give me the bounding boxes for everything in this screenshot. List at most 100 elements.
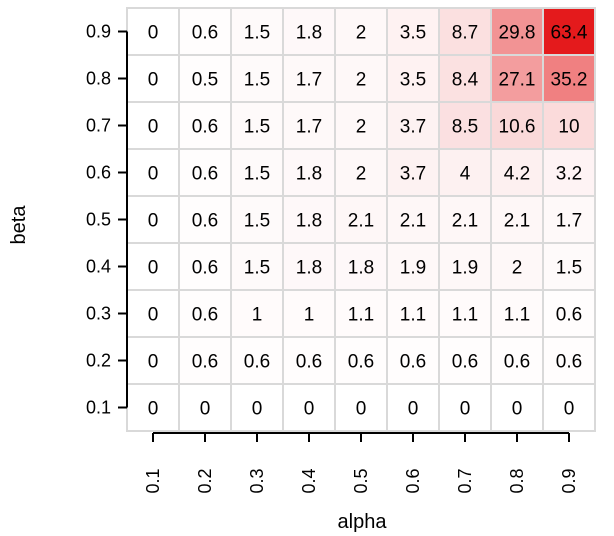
heatmap-cell <box>386 383 440 432</box>
heatmap-cell <box>386 336 440 385</box>
heatmap-cell <box>542 195 596 244</box>
cell-value-label: 3.7 <box>400 117 426 138</box>
y-tick-label: 0.1 <box>86 398 111 418</box>
cell-value-label: 1.1 <box>348 305 374 326</box>
y-tick-label: 0.2 <box>86 351 111 371</box>
cell-value-label: 1.7 <box>296 70 322 91</box>
cell-value-label: 1.8 <box>296 164 322 185</box>
heatmap-cell <box>542 336 596 385</box>
cell-value-label: 2 <box>356 23 367 44</box>
cell-value-label: 2.1 <box>452 211 478 232</box>
cell-value-label: 0 <box>148 70 159 91</box>
heatmap-cell <box>178 101 232 150</box>
heatmap-cell <box>334 242 388 291</box>
cell-value-label: 1.5 <box>556 258 582 279</box>
cell-value-label: 1.5 <box>244 117 270 138</box>
cell-value-label: 0 <box>148 211 159 232</box>
heatmap-cells: 0 0.6 1.5 1.8 2 3.5 8.7 29.8 63.4 0 0.5 1.5 1.7 2 3.5 8… <box>126 7 596 432</box>
cell-value-label: 0.6 <box>192 211 218 232</box>
cell-value-label: 0.6 <box>296 352 322 373</box>
y-tick-label: 0.9 <box>86 22 111 42</box>
cell-value-label: 2.1 <box>400 211 426 232</box>
cell-value-label: 0 <box>408 399 419 420</box>
cell-value-label: 0.6 <box>348 352 374 373</box>
cell-value-label: 1 <box>304 305 315 326</box>
y-tick-label: 0.6 <box>86 163 111 183</box>
cell-value-label: 63.4 <box>551 23 588 44</box>
cell-value-label: 2 <box>356 164 367 185</box>
x-axis-title: alpha <box>338 511 388 533</box>
cell-value-label: 0 <box>148 305 159 326</box>
x-tick-label: 0.8 <box>507 468 527 493</box>
cell-value-label: 0.6 <box>400 352 426 373</box>
cell-value-label: 3.2 <box>556 164 582 185</box>
cell-value-label: 27.1 <box>499 70 536 91</box>
cell-value-label: 0 <box>512 399 523 420</box>
heatmap-cell <box>126 242 180 291</box>
cell-value-label: 1.9 <box>400 258 426 279</box>
cell-value-label: 1.9 <box>452 258 478 279</box>
x-tick-label: 0.3 <box>247 468 267 493</box>
heatmap-cell <box>126 101 180 150</box>
cell-value-label: 35.2 <box>551 70 588 91</box>
x-tick-label: 0.4 <box>299 468 319 493</box>
cell-value-label: 0 <box>356 399 367 420</box>
cell-value-label: 4.2 <box>504 164 530 185</box>
y-axis-title: beta <box>8 205 30 245</box>
cell-value-label: 0.6 <box>556 305 582 326</box>
cell-value-label: 29.8 <box>499 23 536 44</box>
cell-value-label: 1 <box>252 305 263 326</box>
heatmap-cell <box>490 7 544 56</box>
heatmap-cell <box>282 148 336 197</box>
cell-value-label: 0.6 <box>192 164 218 185</box>
heatmap-cell <box>334 336 388 385</box>
y-tick-label: 0.8 <box>86 69 111 89</box>
cell-value-label: 0 <box>252 399 263 420</box>
cell-value-label: 1.7 <box>296 117 322 138</box>
heatmap-cell <box>126 195 180 244</box>
heatmap-cell <box>282 336 336 385</box>
cell-value-label: 1.1 <box>452 305 478 326</box>
cell-value-label: 0.6 <box>192 352 218 373</box>
heatmap-cell <box>126 336 180 385</box>
x-axis: 0.1 0.2 0.3 0.4 0.5 0.6 0.7 0.8 0.9 <box>143 432 579 494</box>
cell-value-label: 0.6 <box>244 352 270 373</box>
heatmap-cell <box>386 7 440 56</box>
cell-value-label: 2 <box>512 258 523 279</box>
cell-value-label: 10 <box>558 117 579 138</box>
cell-value-label: 1.8 <box>296 258 322 279</box>
cell-value-label: 0.5 <box>192 70 218 91</box>
cell-value-label: 0 <box>148 23 159 44</box>
cell-value-label: 3.7 <box>400 164 426 185</box>
cell-value-label: 0 <box>148 258 159 279</box>
cell-value-label: 1.5 <box>244 164 270 185</box>
heatmap-cell <box>334 101 388 150</box>
x-tick-label: 0.2 <box>195 468 215 493</box>
cell-value-label: 1.1 <box>400 305 426 326</box>
heatmap-cell <box>438 289 492 338</box>
heatmap-cell <box>438 54 492 103</box>
cell-value-label: 0.6 <box>192 117 218 138</box>
cell-value-label: 1.8 <box>348 258 374 279</box>
heatmap-cell <box>490 242 544 291</box>
heatmap-cell <box>178 148 232 197</box>
heatmap-cell <box>178 289 232 338</box>
cell-value-label: 0 <box>200 399 211 420</box>
heatmap-cell <box>334 54 388 103</box>
heatmap-cell <box>282 101 336 150</box>
cell-value-label: 1.5 <box>244 211 270 232</box>
cell-value-label: 0 <box>148 399 159 420</box>
cell-value-label: 1.1 <box>504 305 530 326</box>
x-tick-label: 0.6 <box>403 468 423 493</box>
cell-value-label: 0 <box>460 399 471 420</box>
cell-value-label: 0.6 <box>556 352 582 373</box>
heatmap-cell <box>334 383 388 432</box>
cell-value-label: 1.5 <box>244 258 270 279</box>
cell-value-label: 0 <box>148 117 159 138</box>
heatmap-cell <box>230 54 284 103</box>
heatmap-cell <box>178 383 232 432</box>
cell-value-label: 0 <box>148 352 159 373</box>
cell-value-label: 0.6 <box>452 352 478 373</box>
cell-value-label: 1.7 <box>556 211 582 232</box>
heatmap-cell <box>230 101 284 150</box>
